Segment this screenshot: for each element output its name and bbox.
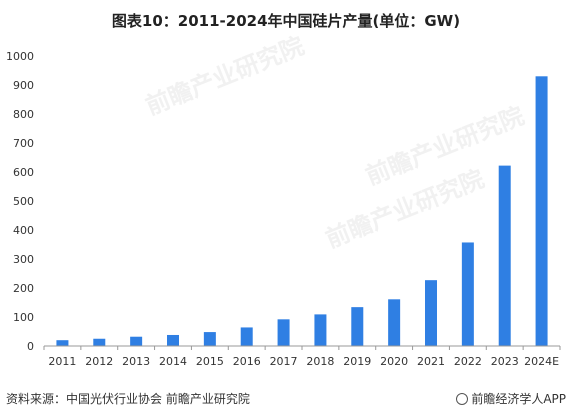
watermark-text: 前瞻产业研究院 [142,32,308,121]
watermark-text: 前瞻产业研究院 [322,165,488,254]
bar-2014 [167,334,179,346]
brand-logo-icon [456,393,469,405]
x-tick-label: 2019 [343,355,371,368]
bar-2020 [388,299,401,346]
x-tick-label: 2018 [306,355,334,368]
brand-label: 前瞻经济学人APP [471,392,566,406]
y-tick-label: 300 [13,253,34,266]
y-tick-label: 1000 [6,50,34,63]
bar-2015 [203,332,216,346]
x-tick-label: 2013 [122,355,150,368]
x-tick-label: 2016 [233,355,261,368]
footer: 资料来源：中国光伏行业协会 前瞻产业研究院 前瞻经济学人APP [0,388,572,420]
x-tick-label: 2015 [196,355,224,368]
bar-2013 [130,336,143,346]
x-tick-label: 2017 [270,355,298,368]
x-tick-label: 2024E [524,355,559,368]
x-tick-label: 2014 [159,355,187,368]
x-tick-label: 2020 [380,355,408,368]
y-tick-label: 600 [13,166,34,179]
y-tick-label: 800 [13,108,34,121]
chart-title: 图表10：2011-2024年中国硅片产量(单位：GW) [111,12,461,30]
x-tick-label: 2022 [454,355,482,368]
x-tick-label: 2011 [48,355,76,368]
bar-2024E [535,76,548,347]
y-tick-label: 100 [13,311,34,324]
x-axis: 2011 2012 2013 2014 2015 2016 2017 2018 2019 2020… [43,345,561,368]
bar-2017 [277,319,290,346]
x-tick-label: 2021 [417,355,445,368]
source-note: 资料来源：中国光伏行业协会 前瞻产业研究院 [6,392,250,406]
y-tick-label: 200 [13,282,34,295]
y-tick-label: 700 [13,137,34,150]
x-tick-label: 2012 [85,355,113,368]
bar-2011 [56,340,69,346]
bar-2021 [425,280,437,346]
brand-credit: 前瞻经济学人APP [456,390,566,407]
bar-2022 [461,242,474,346]
y-tick-label: 500 [13,195,34,208]
y-axis: 0 100 200 300 400 500 600 700 800 900 1000 [6,50,34,353]
bar-2023 [498,165,511,346]
y-tick-label: 400 [13,224,34,237]
bar-2016 [240,327,253,346]
y-tick-label: 0 [27,340,34,353]
bar-2019 [351,307,364,346]
y-tick-label: 900 [13,79,34,92]
bars [56,76,548,347]
bar-2018 [314,314,327,346]
bar-2012 [93,338,106,346]
x-tick-label: 2023 [491,355,519,368]
